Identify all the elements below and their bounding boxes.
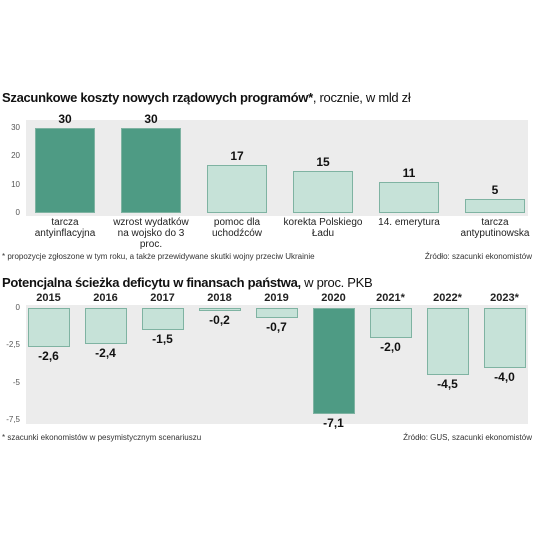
bar [27,308,70,347]
x-tick-label: pomoc dla uchodźców [211,217,263,239]
y-tick-label: -7,5 [6,415,20,424]
bar [198,308,241,311]
value-label: 11 [402,165,416,180]
footnote: * szacunki ekonomistów w pesymistycznym … [2,433,202,442]
bar [293,170,353,213]
x-tick-label: 14. emerytura [378,217,440,228]
value-label: 30 [144,112,158,126]
x-tick-label: 2015 [36,292,61,304]
x-tick-label: 2023* [490,292,519,304]
value-label: -2,0 [380,339,401,354]
title-unit: w proc. PKB [300,275,373,290]
x-tick-label: 2018 [207,292,232,304]
x-tick-label: 2022* [433,292,462,304]
value-label: -0,7 [266,320,287,335]
x-tick-label: tarcza antyinflacyjna [34,217,96,239]
footnote: * propozycje zgłoszone w tym roku, a tak… [2,252,315,261]
x-tick-label: 2020 [321,292,346,304]
bar [35,128,95,213]
value-label: -0,2 [209,312,230,327]
bar [141,308,184,331]
bar [255,308,298,319]
x-tick-label: 2021* [376,292,405,304]
value-label: -1,5 [152,332,173,347]
y-tick-label: 0 [15,303,20,312]
bar [369,308,412,338]
title-main: Szacunkowe koszty nowych rządowych progr… [2,90,313,105]
value-label: -2,4 [95,345,116,360]
x-tick-label: 2017 [150,292,175,304]
y-tick-label: -2,5 [6,340,20,350]
bar [84,308,127,344]
x-tick-label: tarcza antyputinowska [460,217,530,239]
value-label: -7,1 [323,416,344,431]
y-tick-label: -5 [12,377,20,387]
y-tick-label: 10 [11,179,20,189]
y-tick-label: 0 [15,208,20,217]
value-label: 15 [316,154,330,169]
chart-title: Szacunkowe koszty nowych rządowych progr… [2,90,411,105]
bar [207,164,267,213]
x-tick-label: 2016 [93,292,118,304]
value-label: 5 [491,182,499,197]
x-tick-label: wzrost wydatków na wojsko do 3 proc. [113,217,189,250]
bar [121,128,181,213]
chart-title: Potencjalna ścieżka deficytu w finansach… [2,275,373,290]
value-label: -4,5 [437,377,458,392]
y-tick-label: 20 [11,151,20,161]
title-unit: , rocznie, w mld zł [312,90,411,105]
title-main: Potencjalna ścieżka deficytu w finansach… [2,275,301,290]
value-label: -4,0 [494,369,515,384]
source: Źródło: szacunki ekonomistów [424,252,532,261]
bar [426,308,469,376]
x-tick-label: 2019 [264,292,289,304]
y-tick-label: 30 [11,123,20,132]
bar [465,198,525,213]
bar [379,181,439,213]
bar [312,308,355,415]
x-tick-label: korekta Polskiego Ładu [283,217,363,239]
value-label: 17 [230,148,244,163]
source: Źródło: GUS, szacunki ekonomistów [403,433,532,442]
value-label: 30 [58,112,72,126]
bar [483,308,526,368]
value-label: -2,6 [38,348,59,363]
plot-panel [26,120,528,216]
